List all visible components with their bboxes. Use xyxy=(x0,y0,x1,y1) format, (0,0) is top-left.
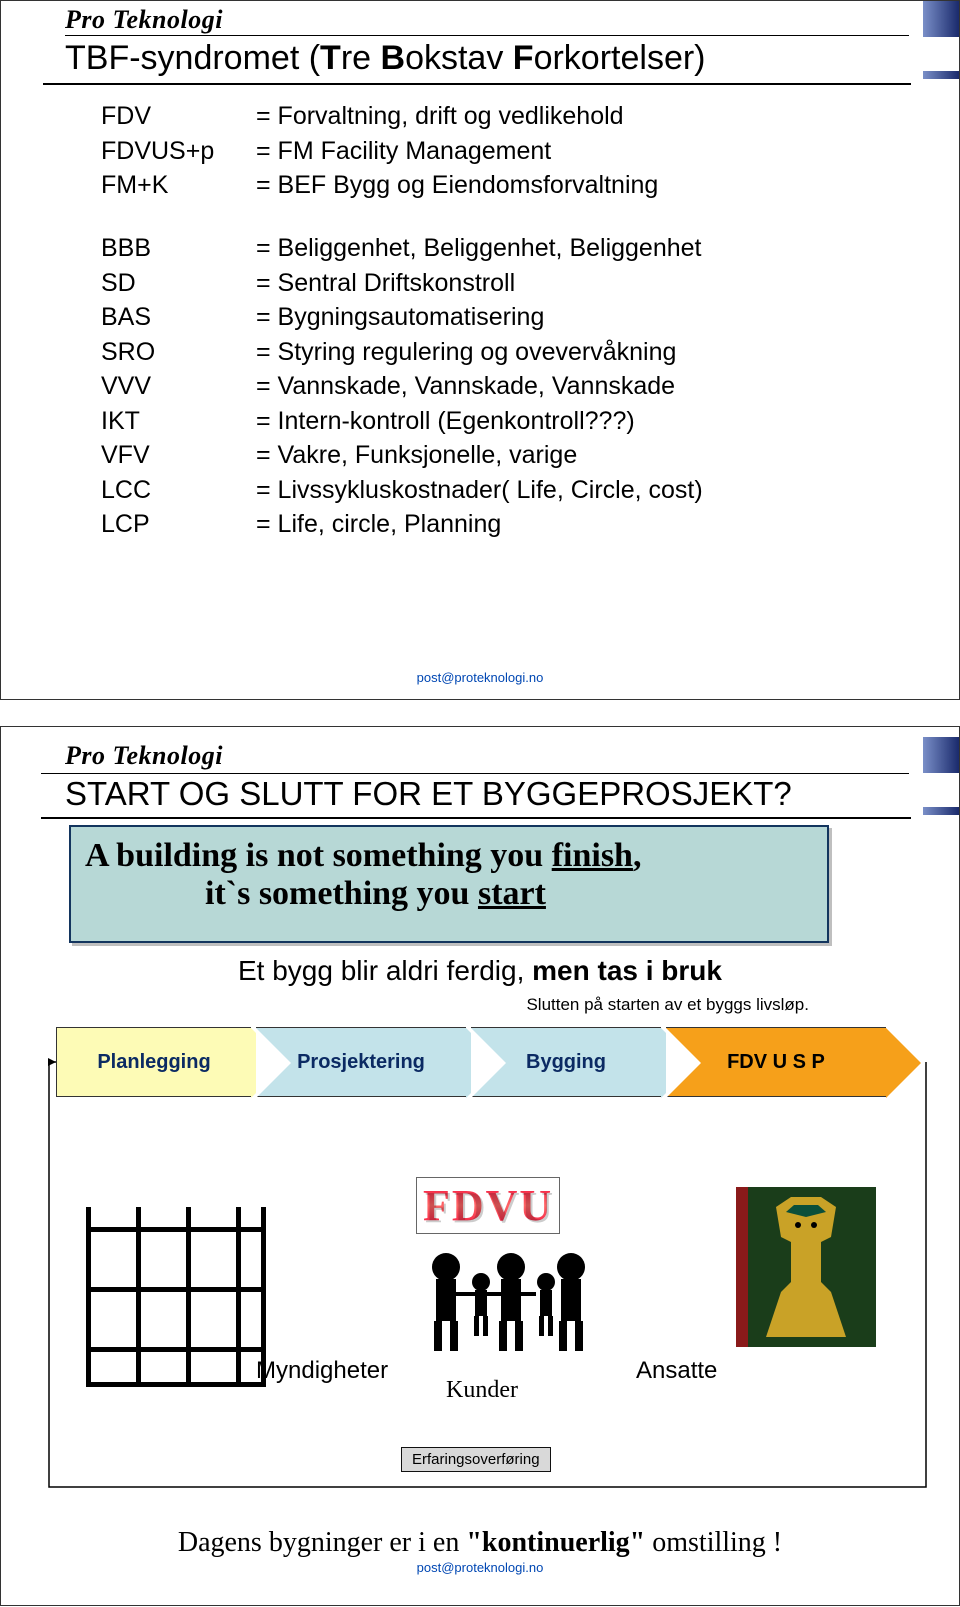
def-key: VVV xyxy=(101,369,256,404)
def-val: = Vannskade, Vannskade, Vannskade xyxy=(256,369,899,404)
def-val: = Livssykluskostnader( Life, Circle, cos… xyxy=(256,473,899,508)
def-key: FDVUS+p xyxy=(101,134,256,169)
definition-group-1: FDV= Forvaltning, drift og vedlikehold F… xyxy=(101,99,899,203)
phase-design: Prosjektering xyxy=(256,1027,466,1097)
text-bold: men tas i bruk xyxy=(532,955,722,986)
quote-line-1: A building is not something you finish, xyxy=(85,837,813,875)
closing-text: Dagens bygninger er i en "kontinuerlig" … xyxy=(1,1527,959,1559)
divider xyxy=(43,83,911,85)
def-key: LCP xyxy=(101,507,256,542)
phase-label: Bygging xyxy=(526,1051,606,1074)
text: , xyxy=(633,837,642,874)
slide-2: Pro Teknologi START OG SLUTT FOR ET BYGG… xyxy=(0,726,960,1606)
definition-row: BAS= Bygningsautomatisering xyxy=(101,300,899,335)
def-key: FM+K xyxy=(101,168,256,203)
slide-title: START OG SLUTT FOR ET BYGGEPROSJEKT? xyxy=(65,775,899,813)
definition-row: FDVUS+p= FM Facility Management xyxy=(101,134,899,169)
phase-label: Planlegging xyxy=(97,1051,210,1074)
text-underline: finish xyxy=(552,837,633,874)
text: omstilling ! xyxy=(645,1527,782,1558)
sphinx-icon xyxy=(736,1187,876,1347)
logo: Pro Teknologi xyxy=(65,741,223,771)
definition-row: VVV= Vannskade, Vannskade, Vannskade xyxy=(101,369,899,404)
accent-bar xyxy=(923,737,959,773)
people-icon xyxy=(416,1237,586,1357)
def-val: = Styring regulering og ovevervåkning xyxy=(256,335,899,370)
phase-planning: Planlegging xyxy=(56,1027,251,1097)
text: Et bygg blir aldri ferdig, xyxy=(238,955,532,986)
logo: Pro Teknologi xyxy=(65,5,223,35)
def-val: = FM Facility Management xyxy=(256,134,899,169)
text-bold: "kontinuerlig" xyxy=(466,1527,645,1558)
definition-row: LCP= Life, circle, Planning xyxy=(101,507,899,542)
definition-row: FDV= Forvaltning, drift og vedlikehold xyxy=(101,99,899,134)
definition-row: VFV= Vakre, Funksjonelle, varige xyxy=(101,438,899,473)
subtitle-2: Slutten på starten av et byggs livsløp. xyxy=(526,995,809,1015)
def-key: VFV xyxy=(101,438,256,473)
def-val: = Vakre, Funksjonelle, varige xyxy=(256,438,899,473)
slide-title: TBF-syndromet (Tre Bokstav Forkortelser) xyxy=(65,39,899,78)
definition-row: SD= Sentral Driftskonstroll xyxy=(101,266,899,301)
accent-bar xyxy=(923,71,959,79)
accent-bar xyxy=(923,807,959,815)
footer-email: post@proteknologi.no xyxy=(1,1560,959,1575)
definition-row: IKT= Intern-kontroll (Egenkontroll???) xyxy=(101,404,899,439)
def-key: LCC xyxy=(101,473,256,508)
accent-bar xyxy=(923,1,959,37)
text: it`s something you xyxy=(205,875,478,912)
phase-arrows: Planlegging Prosjektering Bygging FDV U … xyxy=(56,1027,916,1097)
definition-row: SRO= Styring regulering og ovevervåkning xyxy=(101,335,899,370)
divider xyxy=(41,817,911,819)
def-key: BBB xyxy=(101,231,256,266)
definition-row: FM+K= BEF Bygg og Eiendomsforvaltning xyxy=(101,168,899,203)
def-key: BAS xyxy=(101,300,256,335)
def-val: = Intern-kontroll (Egenkontroll???) xyxy=(256,404,899,439)
def-val: = Sentral Driftskonstroll xyxy=(256,266,899,301)
def-key: FDV xyxy=(101,99,256,134)
def-val: = Beliggenhet, Beliggenhet, Beliggenhet xyxy=(256,231,899,266)
quote-line-2: it`s something you start xyxy=(85,875,813,913)
text: A building is not something you xyxy=(85,837,552,874)
label-customers: Kunder xyxy=(446,1377,518,1404)
divider xyxy=(41,773,909,774)
fdvu-badge: FDVU xyxy=(416,1177,560,1234)
def-key: IKT xyxy=(101,404,256,439)
slide-1: Pro Teknologi TBF-syndromet (Tre Bokstav… xyxy=(0,0,960,700)
label-employees: Ansatte xyxy=(636,1357,717,1385)
label-authorities: Myndigheter xyxy=(256,1357,388,1385)
definition-group-2: BBB= Beliggenhet, Beliggenhet, Beliggenh… xyxy=(101,231,899,542)
feedback-label: Erfaringsoverføring xyxy=(401,1447,551,1472)
illustration-area: FDVU Myndigheter xyxy=(56,1127,916,1437)
definition-row: LCC= Livssykluskostnader( Life, Circle, … xyxy=(101,473,899,508)
footer-email: post@proteknologi.no xyxy=(1,670,959,685)
phase-label: Prosjektering xyxy=(297,1051,425,1074)
def-val: = BEF Bygg og Eiendomsforvaltning xyxy=(256,168,899,203)
text-underline: start xyxy=(478,875,546,912)
text: Dagens bygninger er i en xyxy=(178,1527,466,1558)
quote-box: A building is not something you finish, … xyxy=(69,825,829,943)
def-val: = Life, circle, Planning xyxy=(256,507,899,542)
definition-row: BBB= Beliggenhet, Beliggenhet, Beliggenh… xyxy=(101,231,899,266)
subtitle-1: Et bygg blir aldri ferdig, men tas i bru… xyxy=(1,955,959,987)
def-val: = Bygningsautomatisering xyxy=(256,300,899,335)
scaffold-icon xyxy=(86,1207,266,1387)
phase-build: Bygging xyxy=(471,1027,661,1097)
def-key: SRO xyxy=(101,335,256,370)
phase-label: FDV U S P xyxy=(727,1051,825,1074)
phase-fdvusp: FDV U S P xyxy=(666,1027,886,1097)
divider xyxy=(65,35,909,36)
def-key: SD xyxy=(101,266,256,301)
def-val: = Forvaltning, drift og vedlikehold xyxy=(256,99,899,134)
